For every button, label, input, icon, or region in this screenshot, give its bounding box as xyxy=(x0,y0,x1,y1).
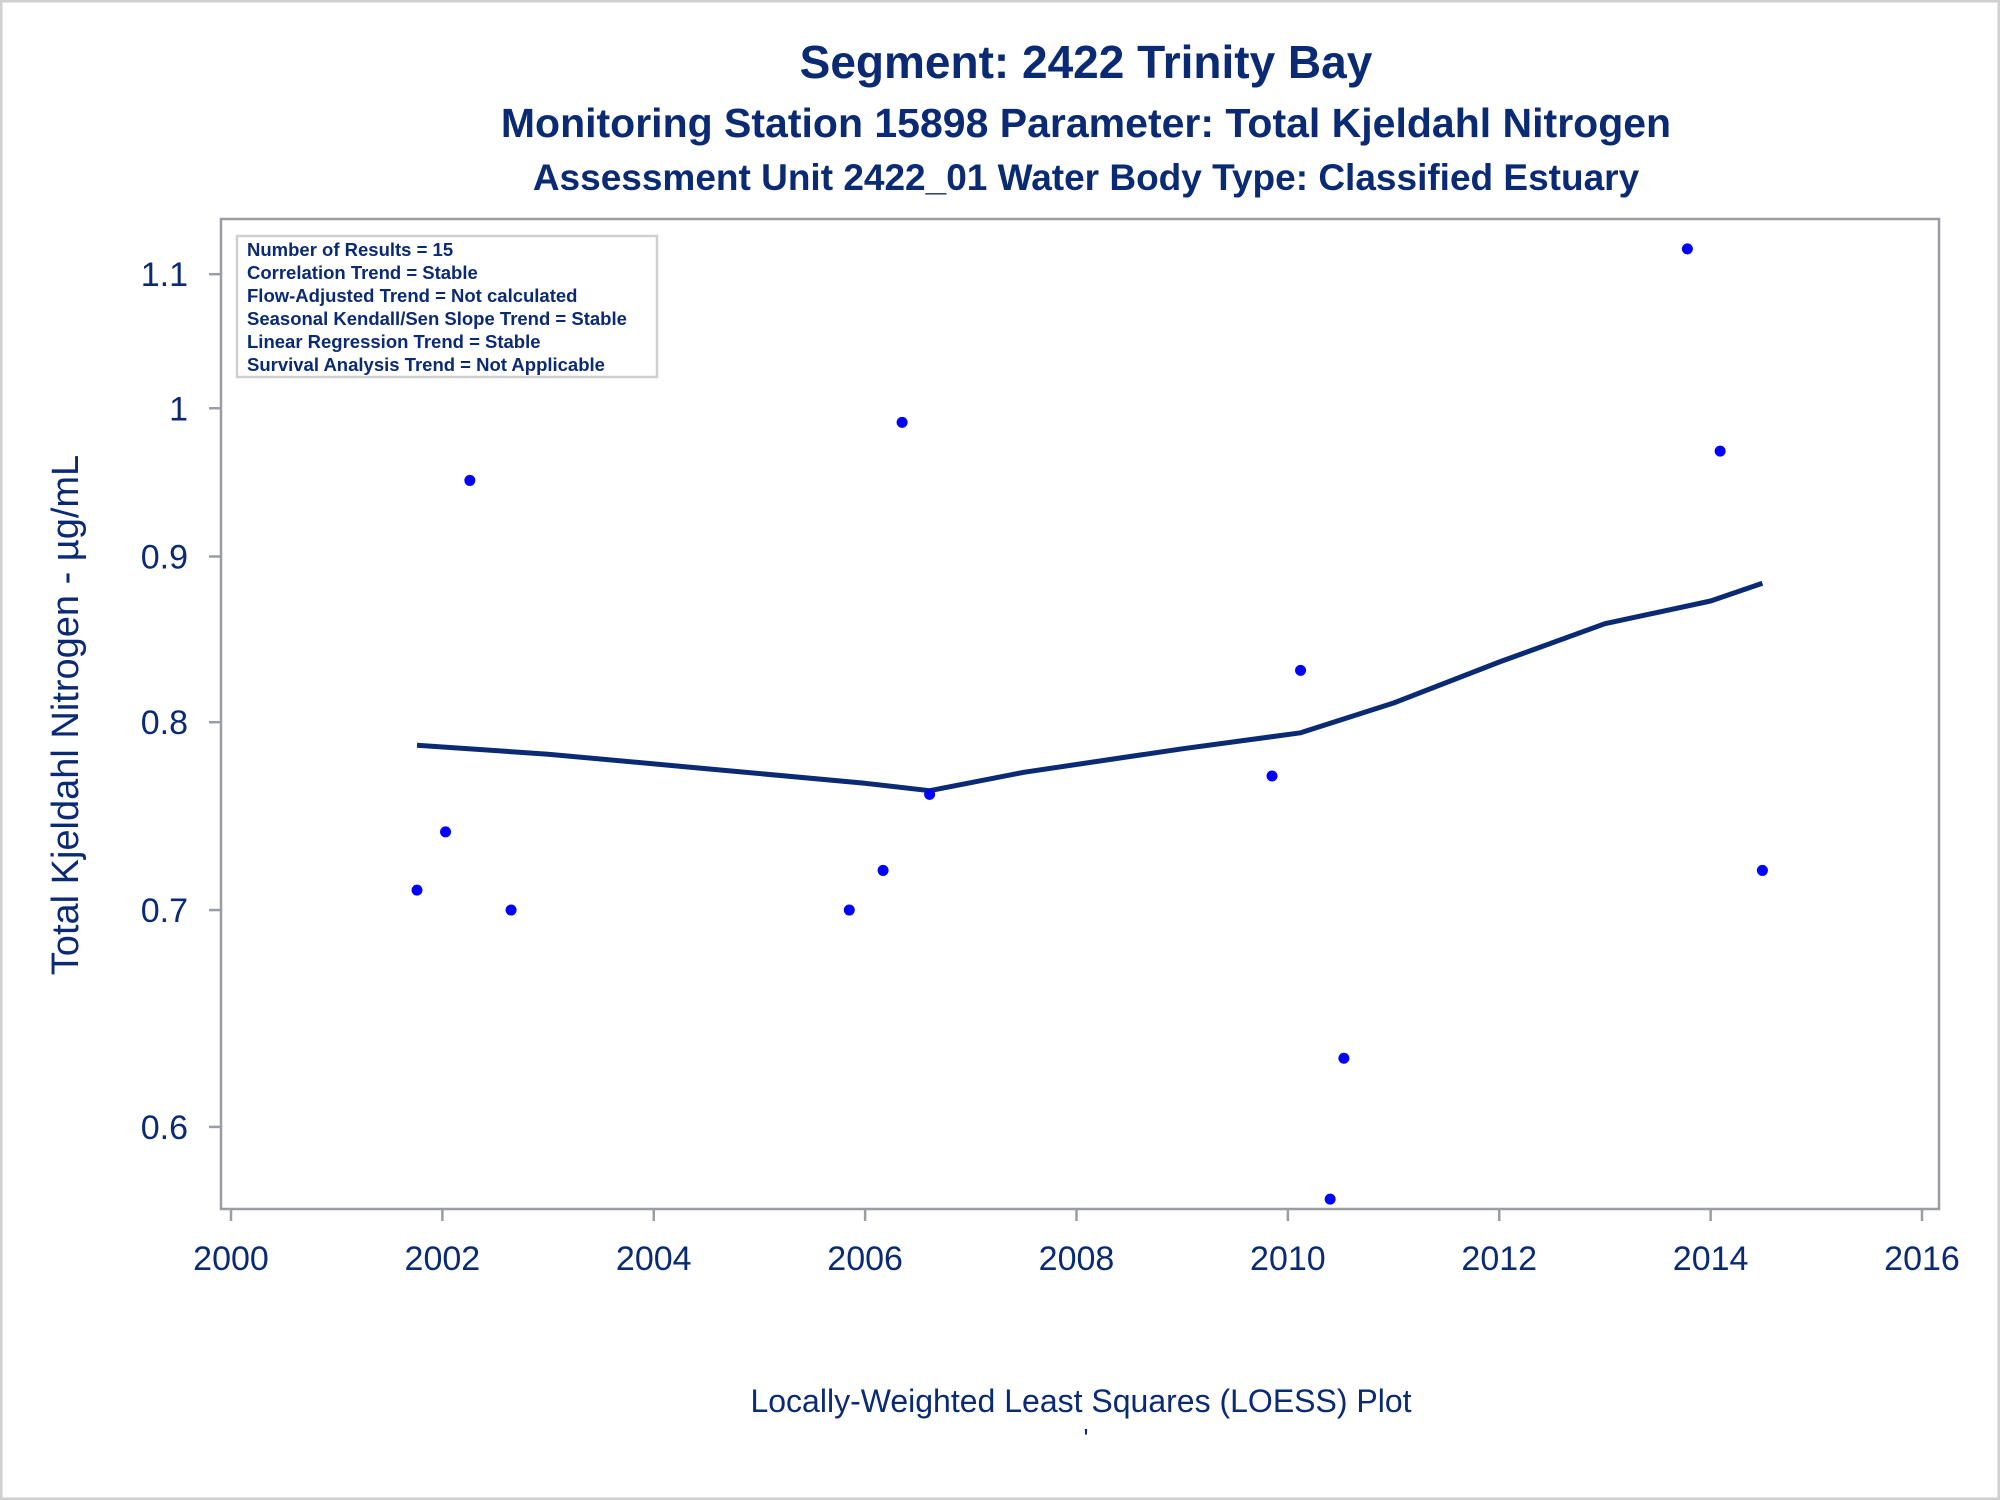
footnote-mark: ' xyxy=(1084,1423,1089,1453)
data-point xyxy=(1714,445,1726,457)
stats-box: Number of Results = 15 Correlation Trend… xyxy=(235,234,659,379)
data-point xyxy=(440,826,452,838)
stat-number-of-results: Number of Results = 15 xyxy=(247,239,453,260)
x-tick-label: 2002 xyxy=(405,1240,481,1278)
data-point xyxy=(1681,243,1693,255)
chart-subtitle-assessment: Assessment Unit 2422_01 Water Body Type:… xyxy=(533,157,1640,198)
data-point xyxy=(464,474,476,486)
stats-box-border xyxy=(235,234,659,379)
x-tick-label: 2000 xyxy=(193,1240,269,1278)
data-point xyxy=(1295,664,1307,676)
chart-title: Segment: 2422 Trinity Bay xyxy=(800,36,1373,88)
x-tick-label: 2012 xyxy=(1461,1240,1537,1278)
y-tick-label: 1.1 xyxy=(141,256,188,294)
stat-linear-regression-trend: Linear Regression Trend = Stable xyxy=(247,331,541,352)
points-layer xyxy=(411,243,1768,1205)
stat-survival-analysis-trend: Survival Analysis Trend = Not Applicable xyxy=(247,354,605,375)
x-tick-label: 2008 xyxy=(1039,1240,1115,1278)
data-point xyxy=(1324,1193,1336,1205)
loess-line xyxy=(416,580,1764,794)
plot-frame xyxy=(219,217,1941,1211)
stat-correlation-trend: Correlation Trend = Stable xyxy=(247,262,478,283)
x-tick-label: 2004 xyxy=(616,1240,692,1278)
stat-seasonal-kendall-trend: Seasonal Kendall/Sen Slope Trend = Stabl… xyxy=(247,308,627,329)
data-point xyxy=(896,416,908,428)
loess-layer xyxy=(416,580,1764,794)
y-tick-label: 1 xyxy=(169,390,188,428)
stat-flow-adjusted-trend: Flow-Adjusted Trend = Not calculated xyxy=(247,285,577,306)
footnote: Locally-Weighted Least Squares (LOESS) P… xyxy=(750,1383,1411,1419)
data-point xyxy=(924,788,936,800)
x-tick-label: 2014 xyxy=(1673,1240,1749,1278)
data-point xyxy=(1266,770,1278,782)
y-tick-label: 0.6 xyxy=(141,1109,188,1147)
x-tick-label: 2010 xyxy=(1250,1240,1326,1278)
y-axis-label: Total Kjeldahl Nitrogen - µg/mL xyxy=(45,455,87,975)
data-point xyxy=(1338,1052,1350,1064)
x-tick-label: 2006 xyxy=(827,1240,903,1278)
y-tick-label: 0.8 xyxy=(141,704,188,742)
y-tick-label: 0.9 xyxy=(141,538,188,576)
y-axis: 0.6 0.7 0.8 0.9 1 1.1 xyxy=(141,256,221,1147)
x-tick-label: 2016 xyxy=(1884,1240,1960,1278)
y-tick-label: 0.7 xyxy=(141,892,188,930)
x-axis: 2000 2002 2004 2006 2008 2010 2012 2014 2016 xyxy=(193,1209,1960,1278)
data-point xyxy=(877,864,889,876)
data-point xyxy=(505,904,517,916)
data-point xyxy=(411,884,423,896)
data-point xyxy=(1756,864,1768,876)
chart-subtitle-station: Monitoring Station 15898 Parameter: Tota… xyxy=(501,100,1671,146)
data-point xyxy=(843,904,855,916)
